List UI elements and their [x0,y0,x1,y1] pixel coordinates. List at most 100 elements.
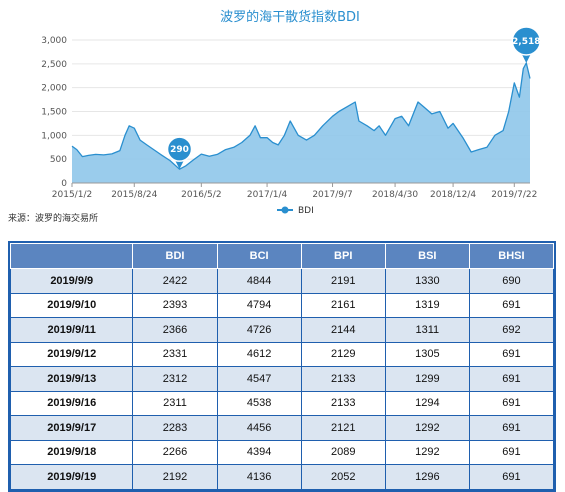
bdi-area-series [71,62,531,183]
x-tick-label: 2017/1/4 [247,190,288,200]
x-tick-label: 2015/1/2 [52,190,92,200]
bci-cell: 4726 [216,317,302,343]
bhsi-cell: 691 [468,415,555,441]
bdi-cell: 2331 [132,341,218,367]
y-tick-label: 0 [61,179,67,189]
x-tick-label: 2018/4/30 [372,190,418,200]
header-cell: BSI [384,243,470,269]
header-cell: BCI [216,243,302,269]
annotation-label: 290 [170,145,189,155]
bdi-cell: 2266 [132,439,218,465]
date-cell: 2019/9/12 [9,341,134,367]
table-row: 2019/9/18 2266 4394 2089 1292 691 [9,439,555,465]
header-cell: BDI [132,243,218,269]
y-tick-label: 2,000 [41,84,67,94]
annotation-marker: 2,518 [511,26,542,63]
header-cell: BHSI [468,243,555,269]
date-cell: 2019/9/19 [9,464,134,490]
bci-cell: 4136 [216,464,302,490]
bpi-cell: 2191 [300,268,386,294]
header-cell [9,243,134,269]
bci-cell: 4612 [216,341,302,367]
date-cell: 2019/9/13 [9,366,134,392]
bhsi-cell: 692 [468,317,555,343]
date-cell: 2019/9/11 [9,317,134,343]
bsi-cell: 1311 [384,317,470,343]
table-row: 2019/9/11 2366 4726 2144 1311 692 [9,317,555,343]
annotation-bubble [166,136,193,162]
bdi-cell: 2393 [132,292,218,318]
bpi-cell: 2121 [300,415,386,441]
bci-cell: 4844 [216,268,302,294]
table-row: 2019/9/16 2311 4538 2133 1294 691 [9,390,555,416]
bsi-cell: 1299 [384,366,470,392]
date-cell: 2019/9/10 [9,292,134,318]
date-cell: 2019/9/16 [9,390,134,416]
bhsi-cell: 691 [468,366,555,392]
bdi-cell: 2422 [132,268,218,294]
annotation-marker: 290 [166,136,193,170]
y-tick-label: 1,500 [41,108,67,118]
table-row: 2019/9/10 2393 4794 2161 1319 691 [9,292,555,318]
table-row: 2019/9/12 2331 4612 2129 1305 691 [9,341,555,367]
bdi-cell: 2366 [132,317,218,343]
bsi-cell: 1292 [384,415,470,441]
bsi-cell: 1296 [384,464,470,490]
table-header-row: BDI BCI BPI BSI BHSI [9,243,555,269]
bci-cell: 4394 [216,439,302,465]
bdi-area-fill [72,63,530,183]
annotation-label: 2,518 [512,37,540,47]
date-cell: 2019/9/17 [9,415,134,441]
bpi-cell: 2133 [300,390,386,416]
date-cell: 2019/9/18 [9,439,134,465]
bpi-cell: 2129 [300,341,386,367]
legend[interactable]: BDI [277,206,314,216]
bsi-cell: 1294 [384,390,470,416]
bhsi-cell: 691 [468,390,555,416]
bci-cell: 4547 [216,366,302,392]
x-tick-label: 2016/5/2 [181,190,221,200]
axes: 0 500 1,000 1,500 2,000 2,500 3,000 2015/1/2 201… [41,36,537,200]
chart-title: 波罗的海干散货指数BDI [220,9,360,25]
index-table: BDI BCI BPI BSI BHSI 2019/9/9 2422 4844 … [8,241,556,492]
table-row: 2019/9/13 2312 4547 2133 1299 691 [9,366,555,392]
bdi-chart: 波罗的海干散货指数BDI 0 500 1,000 1,500 2,000 2,500 3,0… [41,9,542,216]
bsi-cell: 1305 [384,341,470,367]
x-tick-label: 2019/7/22 [491,190,537,200]
table-row: 2019/9/19 2192 4136 2052 1296 691 [9,464,555,490]
x-tick-label: 2017/9/7 [312,190,352,200]
x-tick-label: 2018/12/4 [430,190,476,200]
annotations: 290 2,518 [166,26,542,170]
bhsi-cell: 691 [468,341,555,367]
legend-label: BDI [298,206,314,216]
y-tick-label: 3,000 [41,36,67,46]
bpi-cell: 2161 [300,292,386,318]
y-tick-label: 2,500 [41,60,67,70]
header-cell: BPI [300,243,386,269]
bhsi-cell: 690 [468,268,555,294]
bpi-cell: 2133 [300,366,386,392]
y-tick-label: 1,000 [41,131,67,141]
x-tick-label: 2015/8/24 [111,190,157,200]
source-note: 来源：波罗的海交易所 [8,214,99,224]
bpi-cell: 2052 [300,464,386,490]
bsi-cell: 1292 [384,439,470,465]
table-row: 2019/9/17 2283 4456 2121 1292 691 [9,415,555,441]
bci-cell: 4456 [216,415,302,441]
bpi-cell: 2089 [300,439,386,465]
bhsi-cell: 691 [468,439,555,465]
date-cell: 2019/9/9 [9,268,134,294]
bpi-cell: 2144 [300,317,386,343]
bhsi-cell: 691 [468,292,555,318]
y-tick-label: 500 [50,155,67,165]
bdi-line [71,62,531,170]
bsi-cell: 1319 [384,292,470,318]
bdi-cell: 2192 [132,464,218,490]
annotation-bubble [511,26,542,56]
bci-cell: 4538 [216,390,302,416]
bhsi-cell: 691 [468,464,555,490]
bdi-cell: 2283 [132,415,218,441]
bsi-cell: 1330 [384,268,470,294]
bci-cell: 4794 [216,292,302,318]
bdi-cell: 2312 [132,366,218,392]
